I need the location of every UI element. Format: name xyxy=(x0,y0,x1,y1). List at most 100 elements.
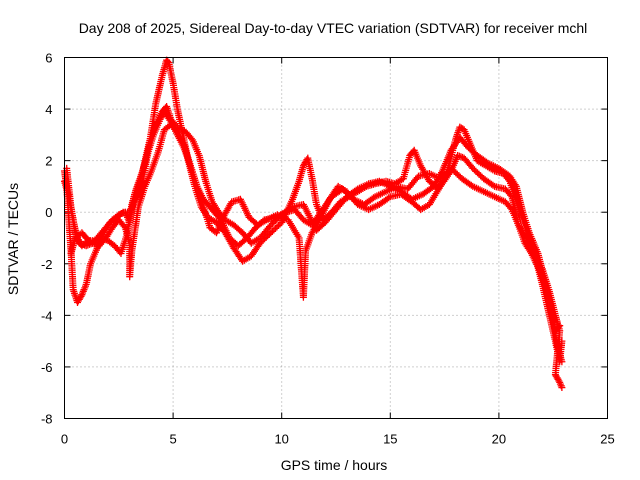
data-point-run xyxy=(82,234,95,246)
data-point-run xyxy=(473,152,490,166)
data-point-run xyxy=(74,292,85,306)
data-point-run xyxy=(291,206,306,222)
data-point-run xyxy=(313,220,328,234)
x-tick-label: 20 xyxy=(492,432,506,447)
data-point-run xyxy=(530,247,545,271)
data-point-run xyxy=(501,185,515,199)
data-point-run xyxy=(506,172,519,189)
data-point-run xyxy=(508,193,522,227)
data-point-run xyxy=(152,74,166,108)
data-point-run xyxy=(360,194,377,208)
data-point-run xyxy=(95,225,108,239)
data-point-run xyxy=(115,209,128,219)
data-point-run xyxy=(137,154,150,183)
data-point-run xyxy=(154,128,168,157)
data-point-run xyxy=(321,207,339,226)
data-point-run xyxy=(525,229,541,256)
data-point-run xyxy=(95,236,108,250)
data-point-run xyxy=(365,201,382,214)
data-point-run xyxy=(495,164,512,179)
plot-frame xyxy=(64,57,608,419)
data-point-run xyxy=(551,371,563,385)
data-point-run xyxy=(236,195,252,220)
x-tick-label: 25 xyxy=(600,432,614,447)
data-point-run xyxy=(521,239,534,256)
data-point-run xyxy=(247,241,263,260)
y-tick-label: 6 xyxy=(45,51,52,66)
data-point-run xyxy=(308,215,324,237)
data-point-run xyxy=(447,153,461,175)
data-point-run xyxy=(371,188,388,201)
data-point-run xyxy=(438,148,454,175)
data-point-run xyxy=(82,262,94,288)
x-axis-title: GPS time / hours xyxy=(281,457,388,473)
data-point-run xyxy=(239,253,254,265)
data-point-run xyxy=(410,146,424,168)
data-point-run xyxy=(519,208,533,235)
data-point-run xyxy=(247,235,262,247)
data-point-run xyxy=(65,216,75,253)
data-point-run xyxy=(343,188,360,207)
data-point-run xyxy=(469,164,486,181)
data-point-run xyxy=(128,205,142,255)
data-point-run xyxy=(382,183,399,196)
data-point-run xyxy=(141,169,155,190)
data-point-run xyxy=(299,249,309,301)
data-point-run xyxy=(213,215,226,237)
data-point-run xyxy=(458,175,475,189)
data-point-run xyxy=(417,202,432,214)
data-point-run xyxy=(147,151,161,175)
x-tick-label: 10 xyxy=(274,432,288,447)
data-point-run xyxy=(419,184,436,198)
data-point-run xyxy=(454,152,466,161)
data-point-run xyxy=(425,184,443,208)
y-tick-label: -4 xyxy=(41,308,53,323)
chart-title: Day 208 of 2025, Sidereal Day-to-day VTE… xyxy=(79,20,588,36)
data-point-run xyxy=(514,221,528,238)
data-point-run xyxy=(202,177,215,204)
data-point-run xyxy=(78,229,89,241)
y-tick-label: 0 xyxy=(45,205,52,220)
data-point-run xyxy=(308,175,320,206)
data-point-run xyxy=(469,182,486,195)
data-point-run xyxy=(134,185,148,211)
y-tick-label: 4 xyxy=(45,102,52,117)
data-point-run xyxy=(102,218,115,232)
data-point-run xyxy=(302,231,315,255)
data-point-run xyxy=(273,211,290,223)
x-tick-label: 15 xyxy=(383,432,397,447)
data-point-run xyxy=(208,206,224,222)
data-point-run xyxy=(284,216,302,240)
data-point-run xyxy=(108,212,121,224)
data-point xyxy=(558,384,566,392)
y-tick-label: -6 xyxy=(41,360,53,375)
x-tick-label: 5 xyxy=(169,432,176,447)
data-point-run xyxy=(173,128,187,147)
series-trace-d xyxy=(67,121,566,392)
data-point-run xyxy=(187,162,200,188)
data-point-run xyxy=(289,179,302,203)
data-point-run xyxy=(334,182,349,195)
data-point-run xyxy=(480,175,497,189)
data-point-run xyxy=(397,190,414,205)
data-point-run xyxy=(354,201,371,213)
data-point-run xyxy=(163,56,172,65)
data-point-run xyxy=(263,212,279,224)
data-point-run xyxy=(243,225,258,242)
data-point-run xyxy=(173,105,185,132)
data-point-run xyxy=(115,216,128,230)
data-point-run xyxy=(465,144,480,158)
data-point-run xyxy=(200,203,213,230)
data-point-run xyxy=(482,162,497,174)
data-point-run xyxy=(521,231,537,253)
data-point-run xyxy=(473,157,488,169)
data-point-run xyxy=(189,136,202,158)
data-point-run xyxy=(256,230,273,247)
data-point-run xyxy=(180,141,194,168)
data-point-run xyxy=(545,286,559,317)
data-point-run xyxy=(150,117,163,139)
data-point-run xyxy=(63,164,75,209)
data-point-run xyxy=(480,188,497,200)
data-point-run xyxy=(67,203,79,235)
